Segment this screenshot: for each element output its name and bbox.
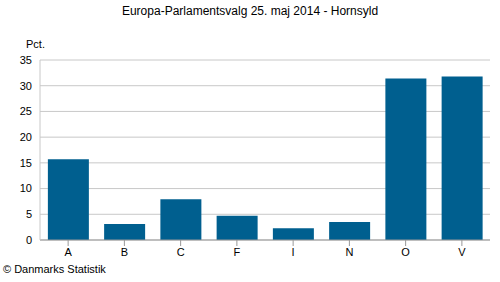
html-text:© Danmarks Statistik: © Danmarks Statistik <box>3 263 106 275</box>
svg-text:35: 35 <box>20 54 32 66</box>
svg-text:5: 5 <box>26 208 32 220</box>
svg-text:N: N <box>345 246 353 258</box>
svg-text:0: 0 <box>26 234 32 246</box>
html-text:Europa-Parlamentsvalg 25. maj: Europa-Parlamentsvalg 25. maj 2014 - Hor… <box>121 4 379 18</box>
svg-text:V: V <box>458 246 466 258</box>
html-text:Pct.: Pct. <box>26 38 45 50</box>
svg-text:B: B <box>121 246 128 258</box>
svg-text:C: C <box>177 246 185 258</box>
svg-text:25: 25 <box>20 105 32 117</box>
svg-text:F: F <box>234 246 241 258</box>
svg-text:15: 15 <box>20 157 32 169</box>
svg-text:A: A <box>64 246 72 258</box>
svg-text:I: I <box>292 246 295 258</box>
svg-text:O: O <box>401 246 410 258</box>
svg-text:20: 20 <box>20 131 32 143</box>
svg-text:30: 30 <box>20 80 32 92</box>
svg-text:10: 10 <box>20 182 32 194</box>
